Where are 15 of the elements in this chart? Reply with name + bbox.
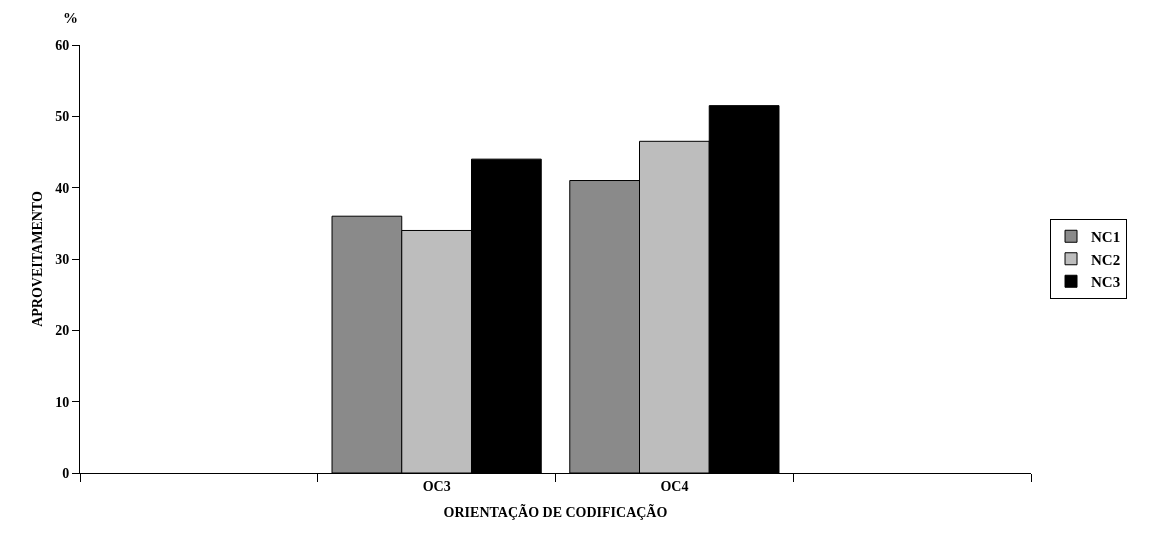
legend-label: NC1 bbox=[1091, 229, 1121, 246]
x-tick-label: OC3 bbox=[422, 478, 451, 494]
y-tick-label: 50 bbox=[55, 109, 70, 125]
y-tick-label: 0 bbox=[62, 465, 70, 481]
y-tick-label: 30 bbox=[55, 251, 70, 267]
x-axis-title: ORIENTAÇÃO DE CODIFICAÇÃO bbox=[443, 503, 668, 521]
y-tick-label: 40 bbox=[55, 180, 70, 196]
y-tick-label: 20 bbox=[55, 323, 70, 339]
text: % bbox=[63, 10, 78, 26]
legend-label: NC2 bbox=[1091, 251, 1121, 268]
y-tick-label: 10 bbox=[55, 394, 70, 410]
x-tick-label: OC4 bbox=[660, 478, 689, 494]
y-tick-label: 60 bbox=[55, 37, 70, 53]
y-axis-title: APROVEITAMENTO bbox=[30, 191, 45, 327]
legend-label: NC3 bbox=[1091, 274, 1121, 291]
